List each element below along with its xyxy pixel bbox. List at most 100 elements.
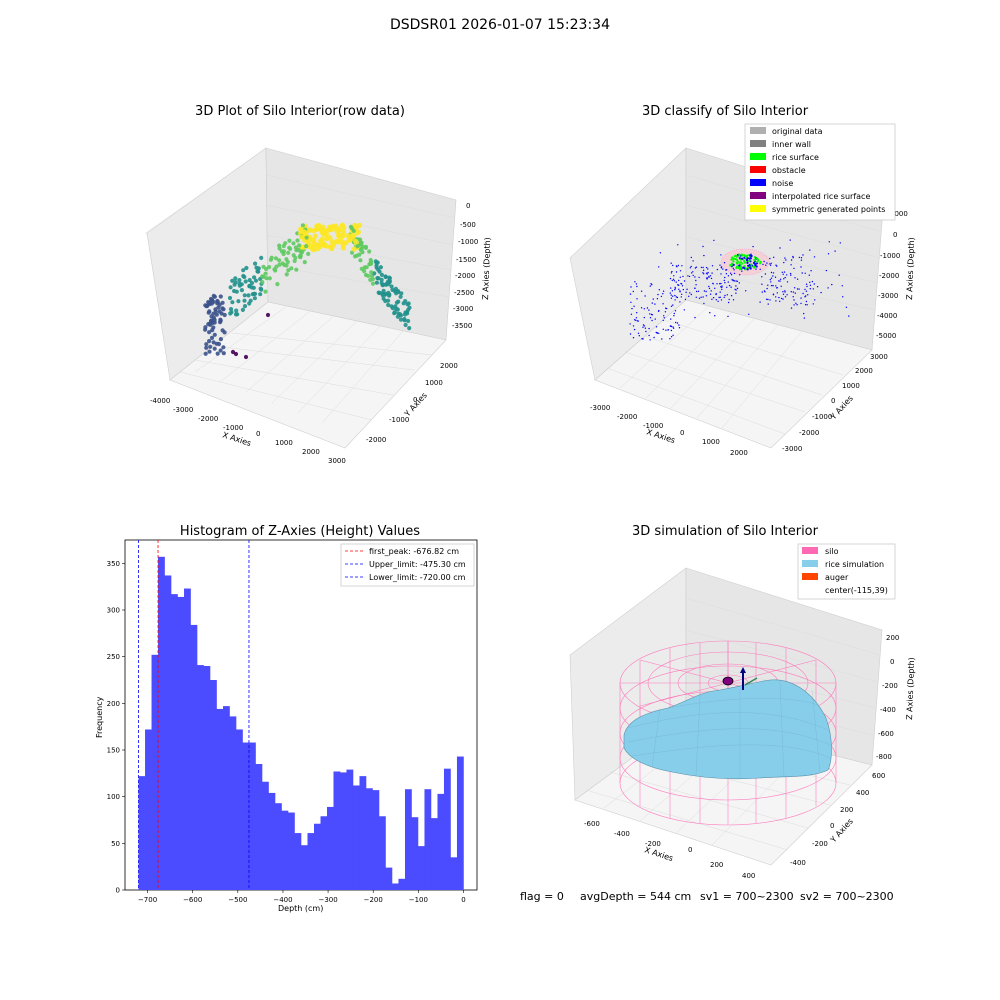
p2-noise-point bbox=[705, 295, 708, 297]
p1-point bbox=[304, 244, 309, 249]
p2-noise-point bbox=[769, 299, 771, 301]
p2-ztick: -5000 bbox=[876, 332, 896, 340]
p1-point bbox=[203, 351, 208, 356]
p2-noise-point bbox=[724, 294, 726, 297]
histogram-bar bbox=[171, 594, 178, 890]
p2-noise-point bbox=[721, 285, 723, 287]
p2-noise-point bbox=[759, 301, 761, 303]
p1-point bbox=[253, 261, 258, 266]
p2-noise-point bbox=[655, 331, 657, 334]
p2-noise-point bbox=[765, 264, 767, 266]
p2-noise-point bbox=[763, 290, 766, 292]
p1-point bbox=[207, 349, 212, 354]
p2-ztick: 1000 bbox=[890, 210, 908, 218]
p1-point bbox=[205, 303, 210, 309]
p1-point bbox=[215, 299, 220, 304]
p2-noise-point bbox=[800, 297, 802, 299]
p2-legend-swatch bbox=[750, 127, 766, 134]
p4-ytick: 200 bbox=[840, 806, 853, 814]
p2-noise-point bbox=[805, 295, 807, 297]
p1-point bbox=[233, 312, 239, 317]
p2-noise-point bbox=[679, 276, 681, 278]
p2-ytick: -2000 bbox=[799, 429, 819, 437]
p2-noise-point bbox=[782, 291, 784, 293]
histogram-bar bbox=[229, 716, 237, 890]
p2-noise-point bbox=[678, 327, 681, 329]
p4-xtick: 200 bbox=[710, 861, 723, 869]
p2-legend-label: obstacle bbox=[772, 166, 806, 175]
p1-point bbox=[230, 300, 235, 305]
p2-surface-point bbox=[750, 263, 753, 266]
p2-noise-point bbox=[634, 281, 636, 283]
p2-noise-point bbox=[633, 305, 635, 307]
p2-noise-point bbox=[700, 296, 702, 298]
p2-noise-point bbox=[649, 317, 652, 319]
p2-noise-point bbox=[672, 334, 674, 336]
histogram-bar bbox=[164, 575, 172, 890]
p2-noise-point bbox=[732, 267, 734, 269]
p2-noise-point bbox=[685, 291, 687, 293]
p3-legend-label: first_peak: -676.82 cm bbox=[369, 547, 459, 556]
p2-noise-point bbox=[688, 275, 691, 278]
p2-noise-point bbox=[767, 284, 769, 286]
p2-noise-point bbox=[730, 274, 733, 276]
p1-ytick: -2000 bbox=[366, 436, 386, 444]
p2-noise-point bbox=[722, 268, 724, 270]
p2-noise-point bbox=[752, 245, 754, 248]
p2-noise-point bbox=[711, 298, 713, 300]
p2-noise-point bbox=[683, 309, 685, 311]
p2-noise-point bbox=[673, 315, 675, 317]
p1-point bbox=[244, 265, 249, 271]
p2-noise-point bbox=[838, 274, 840, 276]
p1-point bbox=[292, 258, 297, 264]
p2-noise-point bbox=[632, 337, 635, 339]
p2-noise-point bbox=[805, 290, 808, 292]
p2-noise-point bbox=[694, 276, 696, 278]
p2-noise-point bbox=[648, 309, 650, 311]
p1-point bbox=[243, 279, 248, 284]
p2-noise-point bbox=[645, 330, 647, 333]
p2-surface-point bbox=[748, 259, 751, 262]
p2-noise-point bbox=[689, 292, 691, 294]
p1-point bbox=[218, 348, 223, 353]
p3-xtick-label: −300 bbox=[318, 896, 337, 904]
p1-point bbox=[268, 257, 273, 262]
p1-point bbox=[222, 330, 227, 335]
p1-point bbox=[286, 250, 291, 255]
p2-surface-point bbox=[749, 257, 753, 260]
p2-noise-point bbox=[651, 319, 653, 322]
p2-noise-point bbox=[806, 304, 808, 306]
histogram-bar bbox=[210, 680, 217, 890]
p1-xtick: 0 bbox=[256, 430, 260, 438]
p2-noise-point bbox=[812, 303, 814, 305]
p2-surface-point bbox=[755, 257, 758, 260]
p2-noise-point bbox=[794, 277, 796, 279]
p2-surface-point bbox=[736, 262, 739, 265]
p2-noise-point bbox=[715, 299, 717, 301]
p2-noise-point bbox=[700, 266, 703, 269]
p1-point bbox=[242, 293, 247, 298]
histogram-bar bbox=[372, 790, 380, 890]
p2-noise-point bbox=[662, 319, 664, 322]
p1-point bbox=[263, 271, 268, 276]
p3-xlabel: Depth (cm) bbox=[278, 904, 323, 913]
p2-surface-point bbox=[738, 253, 741, 256]
p2-noise-point bbox=[831, 283, 833, 286]
p4-ytick: 600 bbox=[872, 772, 885, 780]
p2-noise-point bbox=[658, 332, 660, 334]
p2-noise-point bbox=[629, 333, 632, 335]
p1-point bbox=[357, 252, 362, 257]
p1-point bbox=[328, 227, 334, 233]
p2-noise-point bbox=[636, 285, 638, 288]
p1-point bbox=[319, 236, 325, 242]
p4-xtick: -400 bbox=[614, 830, 630, 838]
p1-point bbox=[289, 266, 294, 271]
histogram-bar bbox=[158, 556, 165, 890]
p2-xtick: 0 bbox=[680, 429, 684, 437]
p1-ytick: -1000 bbox=[389, 416, 409, 424]
p1-point bbox=[334, 228, 340, 234]
p2-noise-point bbox=[816, 286, 819, 288]
p2-surface-point bbox=[733, 255, 737, 258]
p2-surface-point bbox=[750, 265, 753, 268]
p2-noise-point bbox=[784, 296, 787, 298]
